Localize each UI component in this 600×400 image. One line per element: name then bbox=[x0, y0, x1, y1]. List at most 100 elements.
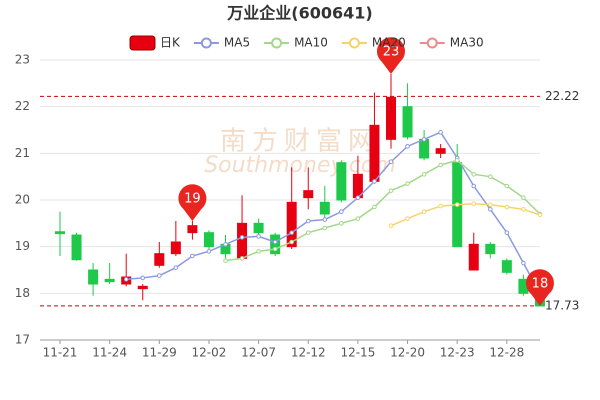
candle-body bbox=[154, 253, 165, 266]
ma-point bbox=[256, 249, 261, 254]
x-tick-label: 12-12 bbox=[291, 346, 326, 360]
watermark: Southmoney.com bbox=[204, 153, 396, 178]
ma-point bbox=[405, 181, 410, 186]
ma-point bbox=[504, 204, 510, 210]
ma-point bbox=[239, 256, 245, 261]
y-tick-label: 19 bbox=[15, 239, 30, 253]
legend-icon bbox=[271, 37, 283, 49]
ma-point bbox=[521, 260, 526, 266]
reference-label: 17.73 bbox=[545, 298, 579, 312]
candle-body bbox=[336, 162, 347, 201]
x-tick-label: 12-07 bbox=[241, 346, 276, 360]
ma-point bbox=[521, 195, 526, 200]
ma-point bbox=[438, 130, 443, 135]
candle-body bbox=[203, 232, 214, 248]
y-tick-label: 18 bbox=[15, 286, 30, 300]
legend-icon bbox=[426, 37, 438, 49]
ma-point bbox=[438, 203, 443, 209]
ma-line bbox=[390, 202, 541, 227]
ma-point bbox=[223, 258, 228, 263]
pin bbox=[178, 184, 207, 221]
reference-label: 22.22 bbox=[545, 89, 579, 103]
ma-point bbox=[157, 273, 162, 278]
x-tick-label: 12-20 bbox=[390, 346, 425, 360]
candle-body bbox=[187, 225, 198, 234]
ma-point bbox=[322, 217, 328, 222]
candle-body bbox=[71, 234, 82, 261]
x-tick-label: 11-21 bbox=[43, 346, 78, 360]
ma-point bbox=[322, 225, 328, 231]
candle-body bbox=[88, 269, 99, 285]
legend-label: MA5 bbox=[224, 36, 250, 50]
candle-body bbox=[170, 241, 181, 255]
ma-point bbox=[123, 277, 129, 282]
candle-body bbox=[501, 260, 512, 273]
x-tick-label: 12-02 bbox=[192, 346, 227, 360]
candle-body bbox=[468, 243, 479, 271]
ma-point bbox=[471, 172, 477, 177]
x-tick-label: 12-23 bbox=[440, 346, 475, 360]
pin-label: 23 bbox=[383, 45, 400, 60]
legend-label: MA30 bbox=[450, 36, 484, 50]
ma-point bbox=[372, 179, 377, 184]
ma-line bbox=[126, 131, 541, 294]
y-tick-label: 20 bbox=[15, 193, 30, 207]
candle-body bbox=[253, 222, 264, 234]
ma-point bbox=[388, 188, 394, 193]
ma-point bbox=[421, 137, 427, 142]
ma-point bbox=[421, 172, 427, 177]
ma-point bbox=[355, 216, 361, 221]
x-tick-label: 11-24 bbox=[92, 346, 127, 360]
legend-label: 日K bbox=[160, 36, 181, 50]
legend-label: MA20 bbox=[372, 36, 406, 50]
candle-body bbox=[402, 106, 413, 138]
ma-line bbox=[225, 159, 541, 262]
ma-point bbox=[289, 239, 295, 245]
ma-point bbox=[223, 242, 228, 247]
candle-body bbox=[319, 201, 330, 215]
ma-point bbox=[239, 235, 245, 240]
pin-label: 18 bbox=[532, 276, 549, 291]
ma-point bbox=[272, 239, 278, 245]
ma-point bbox=[256, 234, 261, 239]
legend-icon bbox=[129, 35, 156, 51]
legend-icon bbox=[348, 37, 360, 49]
ma-point bbox=[190, 253, 195, 259]
ma-point bbox=[488, 174, 493, 179]
ma-point bbox=[173, 265, 179, 270]
candle-body bbox=[435, 148, 446, 154]
x-tick-label: 12-28 bbox=[489, 346, 524, 360]
candle-body bbox=[369, 124, 380, 182]
x-tick-label: 12-15 bbox=[340, 346, 375, 360]
ma-point bbox=[305, 230, 311, 235]
pin bbox=[525, 269, 554, 306]
ma-point bbox=[388, 159, 394, 165]
ma-point bbox=[405, 216, 410, 221]
ma-point bbox=[537, 212, 543, 218]
ma-point bbox=[471, 183, 477, 189]
y-tick-label: 21 bbox=[15, 146, 30, 160]
candle-body bbox=[485, 243, 496, 255]
candle-body bbox=[137, 285, 148, 290]
ma-point bbox=[140, 275, 146, 281]
ma-point bbox=[521, 207, 526, 212]
pin-label: 19 bbox=[184, 192, 201, 207]
candle-body bbox=[386, 96, 396, 140]
ma-point bbox=[421, 209, 427, 214]
ma-point bbox=[305, 218, 311, 224]
y-tick-label: 23 bbox=[15, 53, 30, 67]
ma-point bbox=[471, 201, 477, 207]
candle-body bbox=[286, 201, 297, 248]
candle-body bbox=[303, 190, 314, 199]
candle-body bbox=[419, 138, 430, 159]
x-tick-label: 11-29 bbox=[142, 346, 177, 360]
candle-body bbox=[270, 234, 281, 255]
ma-point bbox=[504, 230, 510, 235]
legend-icon bbox=[200, 37, 212, 49]
ma-point bbox=[388, 223, 394, 228]
ma-point bbox=[372, 204, 377, 210]
ma-point bbox=[488, 202, 493, 207]
chart-title: 万业企业(600641) bbox=[226, 4, 372, 23]
candle-body bbox=[104, 278, 115, 283]
